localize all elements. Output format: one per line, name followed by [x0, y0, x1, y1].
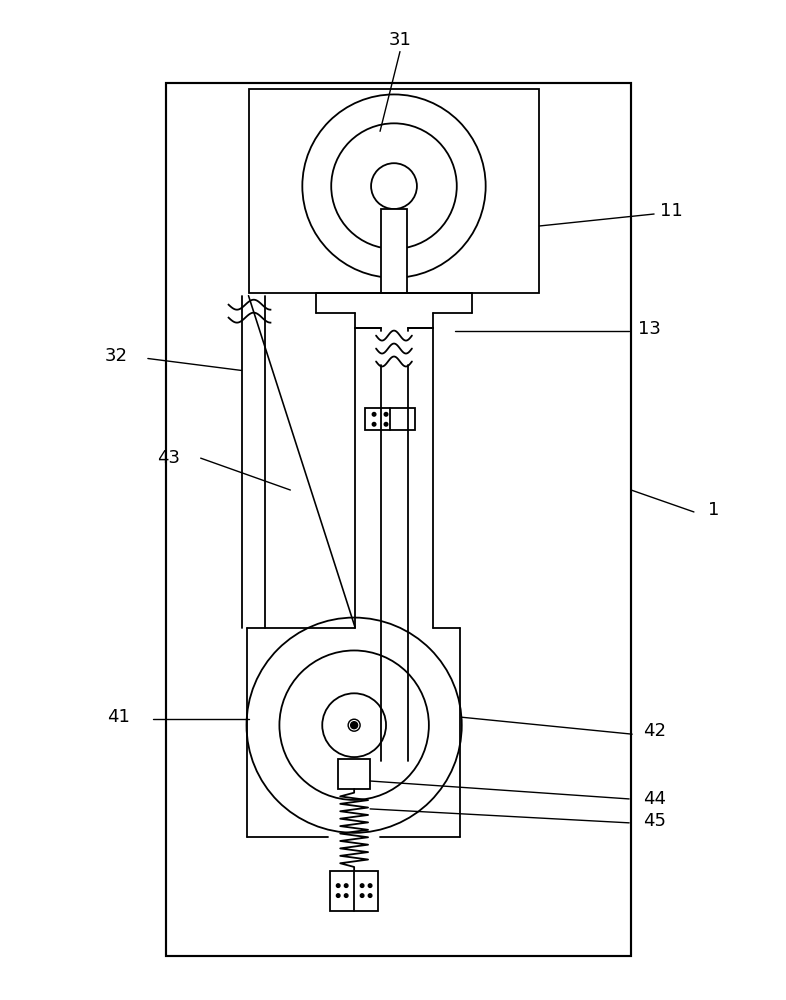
Bar	[166, 83, 631, 956]
Text: 43: 43	[157, 449, 180, 467]
Circle shape	[360, 884, 364, 887]
Circle shape	[247, 618, 461, 833]
Circle shape	[369, 894, 372, 897]
Circle shape	[344, 894, 348, 897]
Circle shape	[384, 413, 387, 416]
Text: 32: 32	[105, 347, 127, 365]
Bar	[338, 759, 370, 789]
Bar	[248, 89, 539, 293]
Circle shape	[303, 94, 486, 278]
Circle shape	[344, 884, 348, 887]
Circle shape	[369, 884, 372, 887]
Text: 42: 42	[643, 722, 666, 740]
Bar	[381, 209, 407, 293]
Circle shape	[322, 693, 386, 757]
Text: 31: 31	[388, 31, 411, 49]
Text: 41: 41	[108, 708, 130, 726]
Text: 13: 13	[637, 320, 660, 338]
Circle shape	[373, 422, 376, 426]
Text: 45: 45	[643, 812, 666, 830]
Circle shape	[336, 894, 340, 897]
Circle shape	[331, 123, 457, 249]
Circle shape	[279, 650, 429, 800]
Text: 11: 11	[659, 202, 682, 220]
Circle shape	[351, 722, 358, 729]
Circle shape	[336, 884, 340, 887]
Text: 44: 44	[643, 790, 666, 808]
Text: 1: 1	[708, 501, 719, 519]
Bar	[330, 871, 378, 911]
Bar	[365, 408, 415, 430]
Circle shape	[360, 894, 364, 897]
Circle shape	[371, 163, 417, 209]
Circle shape	[373, 413, 376, 416]
Circle shape	[384, 422, 387, 426]
